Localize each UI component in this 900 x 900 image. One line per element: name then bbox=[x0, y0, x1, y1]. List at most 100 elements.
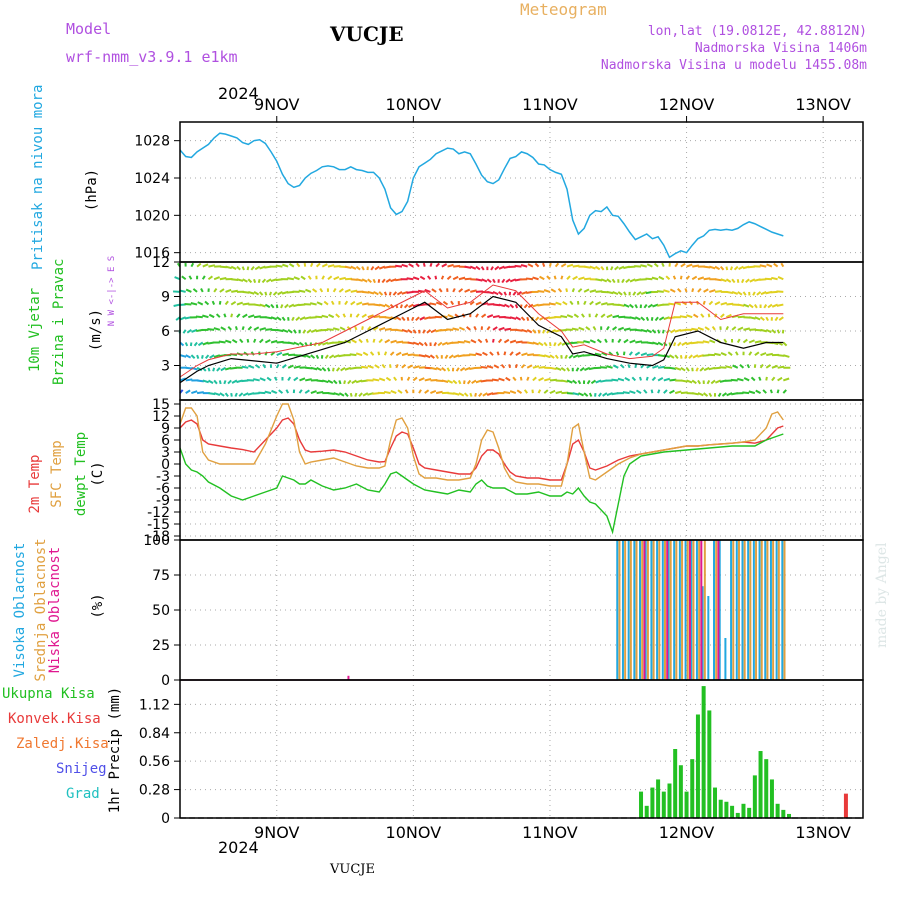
wind-barb bbox=[549, 366, 557, 371]
wind-barb bbox=[321, 314, 329, 319]
wind-barb bbox=[378, 303, 386, 308]
cloud-bar bbox=[688, 540, 691, 680]
wind-barb bbox=[526, 376, 530, 381]
wind-barb bbox=[663, 377, 671, 382]
wind-barb bbox=[190, 354, 196, 359]
wind-barb bbox=[611, 326, 618, 331]
wind-barb bbox=[332, 367, 335, 372]
precip-bar bbox=[781, 809, 786, 818]
wind-barb bbox=[396, 340, 404, 344]
wind-barb bbox=[452, 288, 456, 293]
wind-barb bbox=[692, 264, 700, 268]
wind-barb bbox=[190, 302, 198, 306]
wind-barb bbox=[699, 367, 705, 372]
wind-barb bbox=[674, 390, 682, 395]
wind-barb bbox=[500, 363, 506, 369]
cloud-bar bbox=[730, 540, 733, 680]
cloud-bar bbox=[616, 540, 619, 680]
wind-barb bbox=[430, 389, 437, 395]
wind-barb bbox=[622, 351, 626, 356]
wind-barb bbox=[192, 288, 198, 293]
wind-barb bbox=[777, 376, 783, 382]
wind-barb bbox=[262, 363, 267, 369]
precip-label-snow: Snijeg bbox=[56, 761, 107, 777]
wind-barb bbox=[406, 376, 411, 381]
wind-barb bbox=[754, 304, 758, 309]
wind-barb bbox=[548, 342, 552, 347]
cloud-bar bbox=[684, 540, 687, 680]
wind-barb bbox=[765, 316, 769, 322]
wind-barb bbox=[640, 264, 647, 268]
wind-barb bbox=[315, 262, 321, 268]
wind-barb bbox=[377, 279, 381, 283]
wind-barb bbox=[703, 277, 711, 281]
wind-barb bbox=[686, 263, 693, 268]
cloud-bar bbox=[707, 596, 710, 680]
wind-barb bbox=[250, 265, 255, 271]
cloud-bar bbox=[669, 540, 672, 680]
panel-frame-4 bbox=[179, 679, 864, 819]
ytick-label: 9 bbox=[161, 421, 170, 437]
wind-barb bbox=[335, 313, 341, 318]
wind-barb bbox=[395, 351, 402, 357]
ytick-label: 12 bbox=[152, 255, 170, 271]
wind-barb bbox=[481, 278, 488, 283]
wind-barb bbox=[253, 291, 260, 296]
wind-barb bbox=[498, 303, 506, 308]
wind-barb bbox=[643, 389, 648, 394]
wind-barb bbox=[423, 341, 428, 347]
wind-barb bbox=[406, 277, 414, 281]
wind-barb bbox=[515, 340, 523, 344]
wind-barb bbox=[340, 366, 346, 372]
wind-barb bbox=[754, 351, 760, 356]
wind-barb bbox=[645, 277, 653, 281]
wind-barb bbox=[617, 291, 623, 296]
wind-barb bbox=[332, 379, 338, 385]
precip-bar bbox=[730, 805, 735, 818]
wind-barb bbox=[663, 389, 668, 394]
wind-barb bbox=[776, 389, 780, 394]
wind-barb bbox=[743, 327, 751, 331]
wind-barb bbox=[213, 327, 221, 331]
wind-barb bbox=[622, 391, 630, 395]
cloud-bar bbox=[777, 540, 780, 680]
precip-bar bbox=[701, 686, 706, 818]
wind-barb bbox=[725, 313, 732, 319]
cloud-bar bbox=[643, 540, 646, 680]
wind-barb bbox=[338, 392, 345, 397]
wind-barb bbox=[319, 288, 324, 293]
wind-barb bbox=[292, 329, 297, 334]
wind-barb bbox=[259, 303, 266, 308]
wind-barb bbox=[321, 367, 327, 372]
wind-barb bbox=[514, 304, 519, 309]
cloud-bar bbox=[656, 540, 659, 680]
wind-barb bbox=[717, 392, 722, 397]
wind-barb bbox=[261, 278, 267, 284]
wind-barb bbox=[407, 353, 415, 357]
wind-barb bbox=[746, 363, 751, 369]
wind-barb bbox=[702, 340, 710, 344]
wind-barb bbox=[704, 326, 710, 331]
wind-barb bbox=[759, 264, 767, 268]
wind-barb bbox=[748, 316, 756, 320]
wind-barb bbox=[195, 315, 203, 319]
year-top: 2024 bbox=[218, 84, 259, 103]
wind-barb bbox=[383, 351, 388, 356]
wind-barb bbox=[385, 376, 392, 382]
wind-barb bbox=[291, 316, 295, 322]
wind-barb bbox=[508, 364, 512, 369]
wind-barb bbox=[597, 392, 602, 397]
wind-barb bbox=[782, 341, 788, 347]
year-bottom: 2024 bbox=[218, 838, 259, 857]
wind-barb bbox=[686, 314, 693, 319]
wind-barb bbox=[303, 262, 307, 267]
wind-barb bbox=[592, 325, 597, 331]
wind-barb bbox=[342, 313, 346, 318]
wind-barb bbox=[600, 265, 605, 271]
wind-barb bbox=[573, 313, 579, 319]
wind-barb bbox=[572, 264, 580, 268]
wind-barb bbox=[344, 392, 349, 397]
wind-barb bbox=[658, 316, 665, 321]
wind-barb bbox=[453, 264, 461, 268]
wind-barb bbox=[767, 303, 773, 309]
